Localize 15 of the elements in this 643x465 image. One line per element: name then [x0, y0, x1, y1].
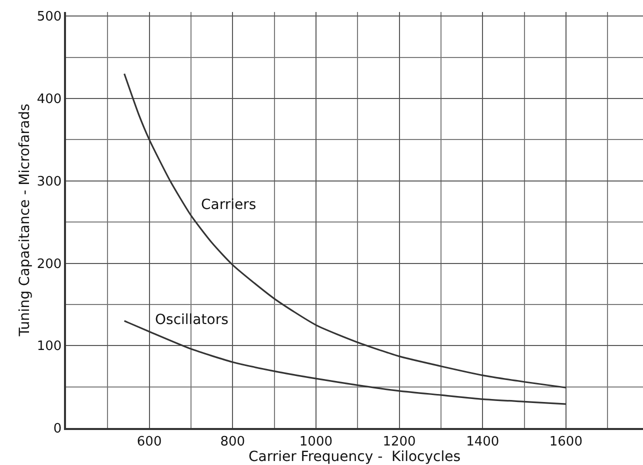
y-tick-label: 100: [36, 339, 62, 354]
x-tick-label: 800: [220, 434, 246, 450]
y-tick-label: 400: [36, 92, 62, 108]
x-tick-label: 1600: [549, 434, 582, 450]
y-tick-label: 200: [36, 256, 62, 272]
y-tick-label: 300: [36, 174, 62, 190]
x-axis-title: Carrier Frequency - Kilocycles: [248, 449, 461, 465]
x-tick-label: 1000: [299, 434, 333, 450]
y-axis-title: Tuning Capacitance - Microfarads: [16, 104, 33, 338]
x-tick-label: 1400: [466, 434, 500, 450]
y-tick-label: 500: [36, 10, 62, 25]
x-tick-label: 600: [136, 434, 162, 450]
x-tick-label: 1200: [382, 434, 416, 450]
y-tick-label: 0: [53, 422, 62, 437]
line-series: [124, 72, 567, 388]
